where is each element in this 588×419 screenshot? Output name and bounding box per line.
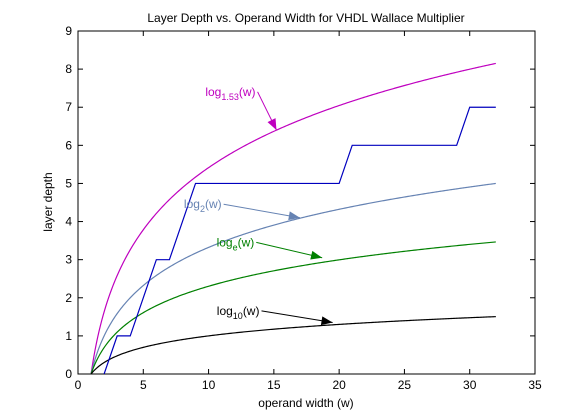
series-depth-line [103, 106, 496, 374]
annotation-log10: log10(w) [217, 304, 260, 321]
y-tick-label: 6 [65, 138, 72, 152]
annotation-log10-arrowhead [320, 316, 333, 326]
annotation-loge-arrowhead [310, 250, 323, 260]
annotation-log153: log1.53(w) [205, 85, 255, 102]
x-tick-label: 15 [267, 378, 281, 392]
annotation-loge-arrow [256, 241, 323, 259]
x-tick-label: 25 [398, 378, 412, 392]
series-log2-line [90, 182, 496, 374]
y-tick-label: 3 [65, 253, 72, 267]
x-tick-label: 20 [332, 378, 346, 392]
y-tick-label: 1 [65, 329, 72, 343]
x-tick-label: 10 [202, 378, 216, 392]
annotation-loge: loge(w) [217, 235, 255, 252]
y-tick-label: 2 [65, 291, 72, 305]
plot-area [77, 30, 536, 375]
annotation-log2-arrowhead [288, 211, 300, 221]
plot-lines [90, 62, 496, 374]
y-tick-label: 8 [65, 62, 72, 76]
y-tick-label: 4 [65, 215, 72, 229]
x-tick-label: 35 [528, 378, 542, 392]
annotation-log153-arrowhead [267, 118, 277, 131]
y-tick-label: 0 [65, 367, 72, 381]
annotations: log1.53(w) log2(w) loge(w) log10(w) [184, 85, 333, 326]
x-tick-label: 0 [75, 378, 82, 392]
x-axis: 0 5 10 15 20 25 30 35 [75, 31, 542, 392]
annotation-log2-arrow [223, 203, 301, 219]
annotation-log2: log2(w) [184, 197, 222, 214]
series-loge-line [90, 241, 496, 374]
y-axis-label: layer depth [41, 172, 55, 231]
x-tick-label: 5 [140, 378, 147, 392]
annotation-log10-arrow [261, 310, 333, 324]
series-log153-line [90, 62, 496, 374]
series-log10-line [90, 316, 496, 374]
x-axis-label: operand width (w) [258, 396, 353, 410]
y-tick-label: 9 [65, 24, 72, 38]
y-tick-label: 5 [65, 176, 72, 190]
y-axis: 0 1 2 3 4 5 6 7 8 9 [65, 24, 535, 381]
x-tick-label: 30 [463, 378, 477, 392]
y-tick-label: 7 [65, 100, 72, 114]
chart-title: Layer Depth vs. Operand Width for VHDL W… [147, 11, 464, 25]
